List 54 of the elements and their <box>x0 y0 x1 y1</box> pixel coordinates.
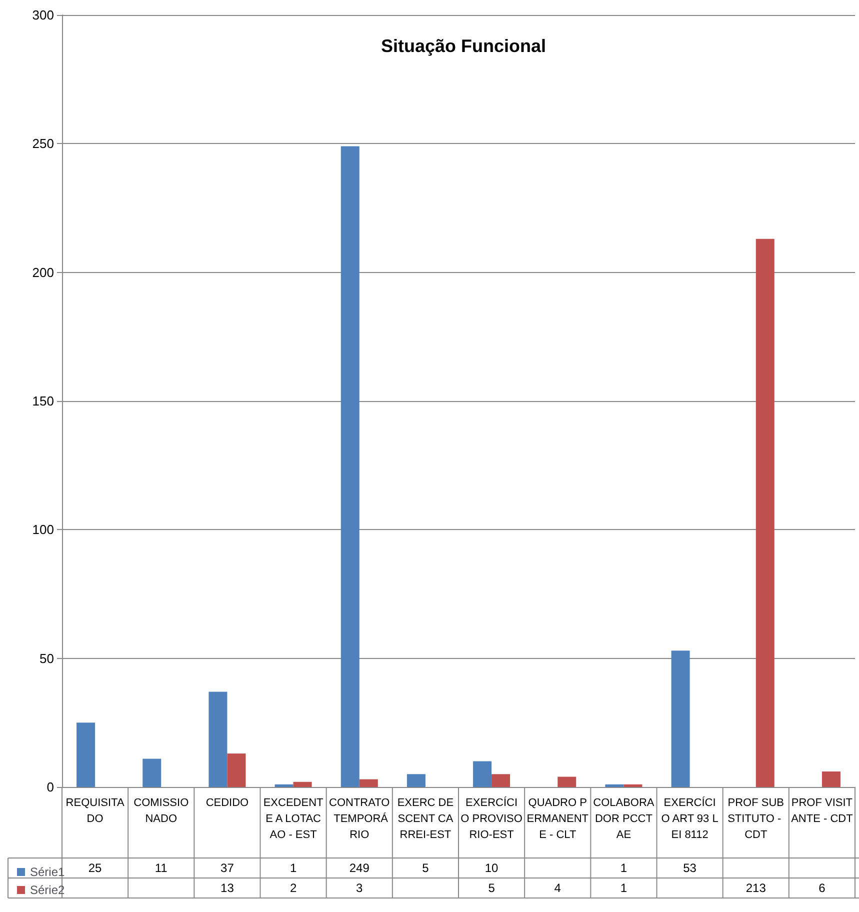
x-tick-label: EXCEDENTE A LOTACAO - EST <box>263 797 324 841</box>
bar <box>605 784 624 787</box>
y-tick-label: 300 <box>32 8 54 22</box>
x-tick-label: QUADRO PERMANENTE - CLT <box>526 797 589 841</box>
x-tick-label: CONTRATO TEMPORÁRIO <box>329 797 390 841</box>
bar <box>473 761 492 787</box>
bar <box>822 772 840 787</box>
bar <box>756 238 774 787</box>
x-tick-label: EXERCÍCIO PROVISORIO-EST <box>460 796 523 841</box>
x-tick-label: EXERCÍCIO ART 93 LEI 8112 <box>661 796 718 841</box>
bar <box>208 692 228 787</box>
bar <box>293 782 312 787</box>
x-tick-label: COMISSIONADO <box>134 797 190 825</box>
data-label: 2 <box>290 881 297 895</box>
data-label: 1 <box>620 861 628 875</box>
data-label: 37 <box>220 861 234 875</box>
bar <box>558 776 576 787</box>
y-tick-label: 0 <box>46 780 54 794</box>
data-label: 1 <box>620 881 628 895</box>
bar <box>406 774 426 787</box>
data-label: 4 <box>554 881 562 895</box>
x-tick-label: EXERC DESCENT CARREI-EST <box>397 797 454 841</box>
bar <box>76 722 96 787</box>
data-label: 3 <box>356 881 364 895</box>
y-tick-label: 150 <box>32 394 54 408</box>
data-label: 53 <box>683 861 697 875</box>
x-tick-label: PROF SUBSTITUTO - CDT <box>728 797 784 841</box>
bar <box>624 784 642 787</box>
y-tick-label: 50 <box>40 650 54 666</box>
bar <box>227 754 246 787</box>
bar <box>274 784 294 787</box>
data-label: 13 <box>220 881 234 895</box>
data-label: 213 <box>746 881 766 895</box>
bar <box>340 146 360 787</box>
bar <box>142 758 162 787</box>
bar <box>359 779 378 787</box>
data-label: 6 <box>818 881 826 895</box>
bar <box>492 774 510 787</box>
x-tick-label: CEDIDO <box>206 797 250 809</box>
data-label: 5 <box>422 861 430 875</box>
data-label: 249 <box>349 861 370 875</box>
x-tick-label: COLABORADOR PCCTAE <box>593 797 655 841</box>
x-tick-label: PROF VISITANTE - CDT <box>791 797 854 825</box>
data-label: 11 <box>154 861 168 875</box>
text: Situação Funcional <box>380 36 546 56</box>
x-tick-label: REQUISITADO <box>66 797 125 825</box>
data-label: 25 <box>88 861 102 875</box>
bar <box>671 650 690 787</box>
y-tick-label: 100 <box>32 522 54 538</box>
y-tick-label: 250 <box>32 136 54 152</box>
data-label: 10 <box>484 861 499 875</box>
data-label: 1 <box>290 861 297 875</box>
y-tick-label: 200 <box>32 264 54 280</box>
data-label: 5 <box>488 881 496 895</box>
